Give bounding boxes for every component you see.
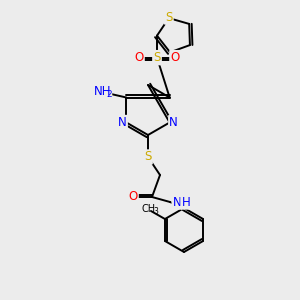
- Text: S: S: [144, 151, 152, 164]
- Text: H: H: [182, 196, 190, 208]
- Text: CH: CH: [142, 204, 156, 214]
- Text: N: N: [118, 116, 127, 129]
- Text: O: O: [170, 51, 180, 64]
- Text: O: O: [134, 51, 144, 64]
- Text: N: N: [172, 196, 182, 208]
- Text: 3: 3: [154, 208, 158, 217]
- Text: N: N: [169, 116, 178, 129]
- Text: NH: NH: [94, 85, 111, 98]
- Text: O: O: [128, 190, 138, 203]
- Text: S: S: [165, 11, 172, 24]
- Text: S: S: [153, 51, 161, 64]
- Text: 2: 2: [106, 90, 112, 99]
